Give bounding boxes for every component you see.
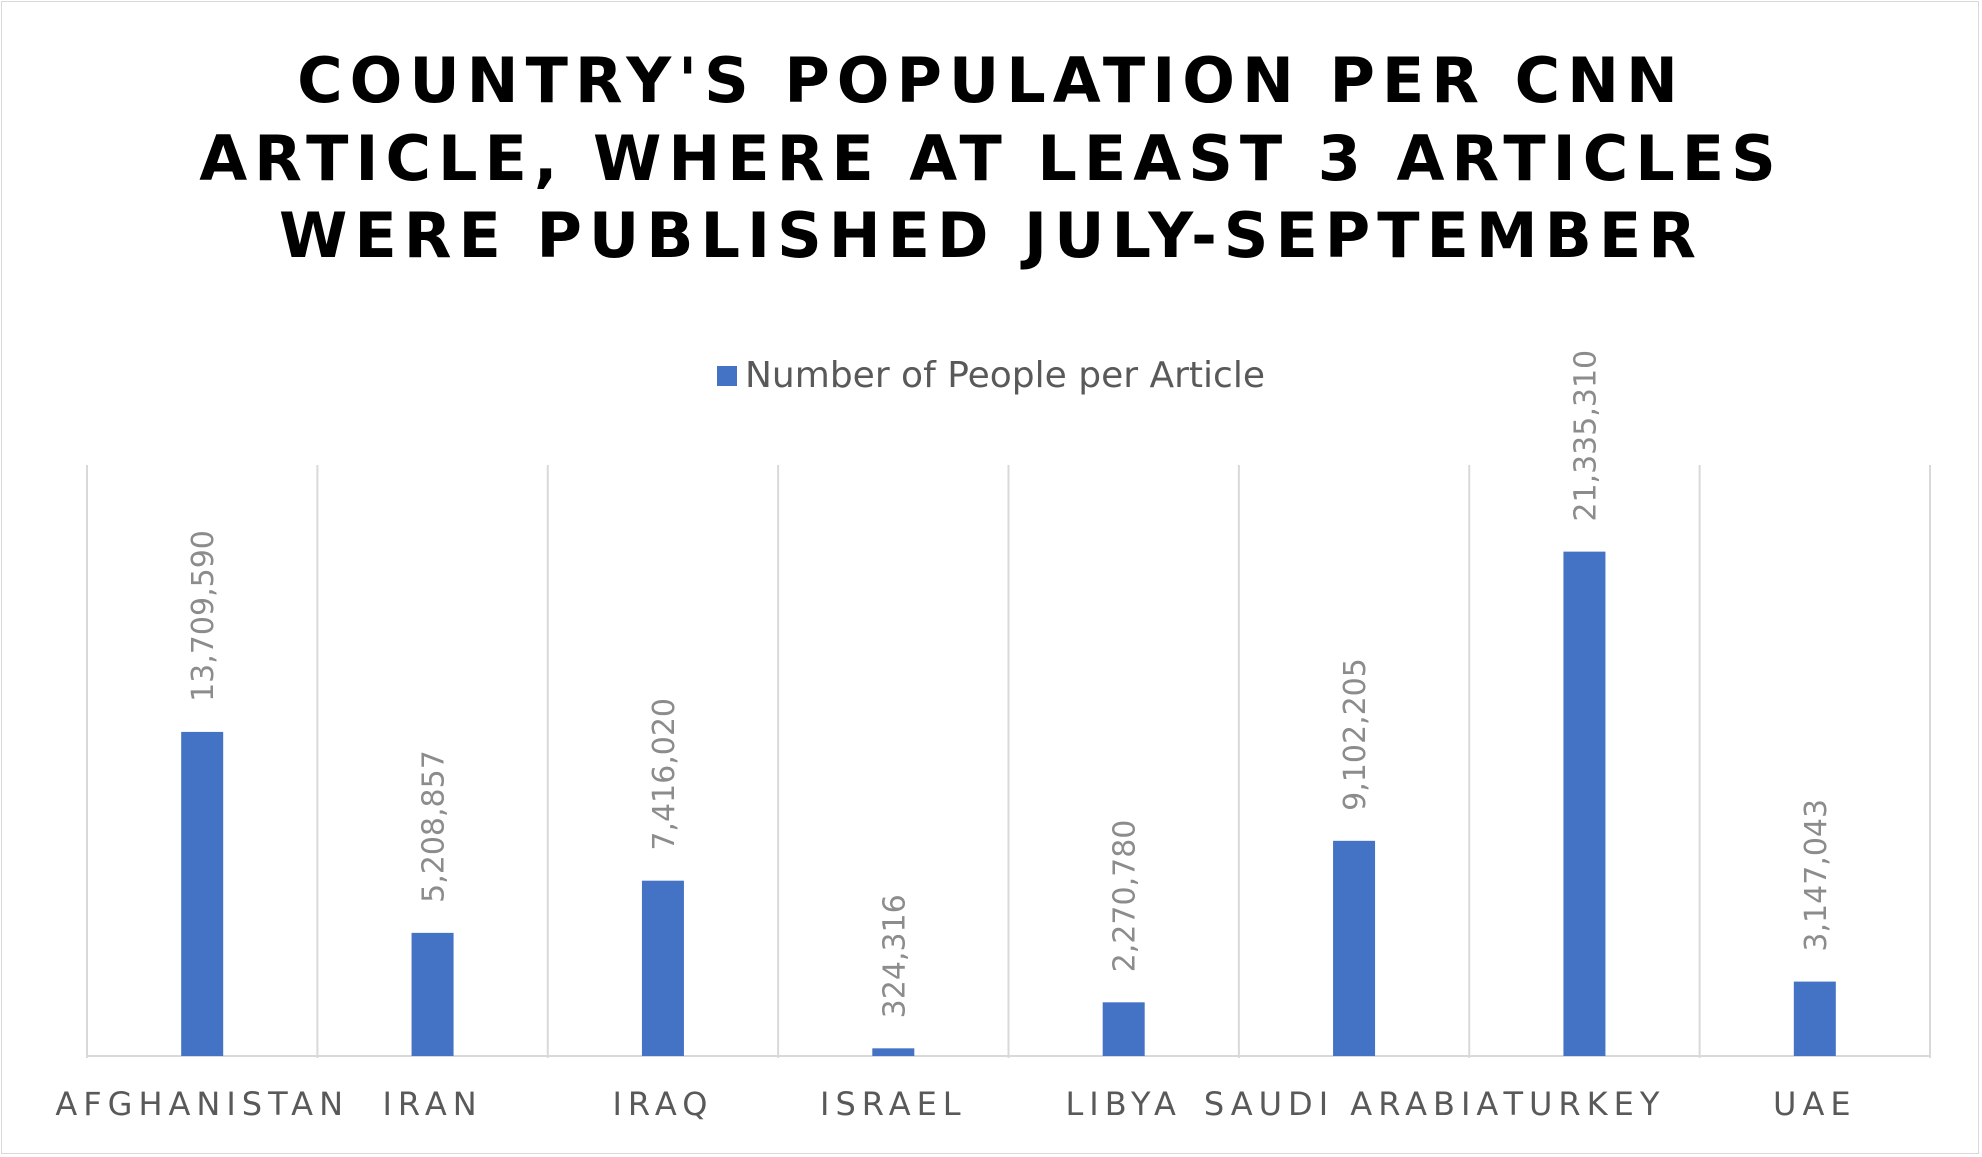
bar	[1563, 551, 1606, 1056]
x-tick-label: IRAQ	[612, 1085, 713, 1123]
chart-title-line: COUNTRY'S POPULATION PER CNN	[297, 44, 1685, 117]
data-label: 21,335,310	[1568, 350, 1603, 522]
bar	[1102, 1002, 1145, 1056]
bar	[1333, 840, 1376, 1056]
x-tick-label: IRAN	[382, 1085, 482, 1123]
data-label: 13,709,590	[186, 530, 221, 702]
chart-legend: Number of People per Article	[0, 355, 1982, 396]
data-label: 5,208,857	[417, 750, 452, 903]
chart-title-line: WERE PUBLISHED JULY-SEPTEMBER	[279, 199, 1703, 272]
x-tick-label: SAUDI ARABIA	[1204, 1085, 1504, 1123]
bar	[1793, 981, 1836, 1056]
bar	[872, 1048, 915, 1056]
data-label: 3,147,043	[1799, 799, 1834, 952]
x-tick-label: LIBYA	[1065, 1085, 1181, 1123]
legend-swatch	[717, 365, 737, 386]
data-label: 9,102,205	[1338, 658, 1373, 811]
legend-label: Number of People per Article	[745, 355, 1265, 396]
data-label: 2,270,780	[1108, 820, 1143, 973]
x-tick-label: AFGHANISTAN	[55, 1085, 349, 1123]
x-tick-label: TURKEY	[1502, 1085, 1665, 1123]
data-label: 7,416,020	[647, 698, 682, 851]
data-label: 324,316	[877, 894, 912, 1018]
chart-title: COUNTRY'S POPULATION PER CNN ARTICLE, WH…	[0, 42, 1982, 275]
x-tick-label: UAE	[1773, 1085, 1857, 1123]
bar	[411, 932, 454, 1056]
x-tick-label: ISRAEL	[820, 1085, 967, 1123]
bar	[181, 731, 224, 1056]
bar	[641, 880, 684, 1056]
chart-title-line: ARTICLE, WHERE AT LEAST 3 ARTICLES	[199, 121, 1783, 195]
